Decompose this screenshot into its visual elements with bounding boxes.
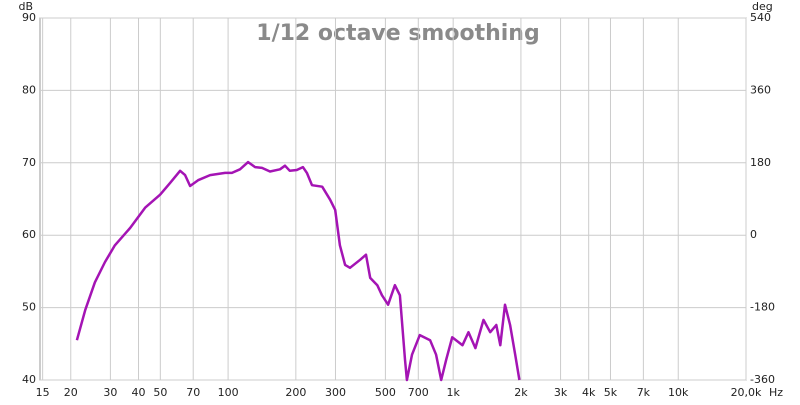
y-tick-label: 90 — [22, 11, 36, 24]
y2-axis-label: deg — [752, 0, 773, 13]
x-tick-label: 700 — [408, 386, 429, 399]
data-line — [75, 160, 521, 382]
x-tick-label: 15 — [36, 386, 50, 399]
y2-tick-label: 360 — [750, 83, 771, 96]
x-tick-label: 50 — [153, 386, 167, 399]
x-tick-label: 200 — [285, 386, 306, 399]
y2-tick-label: 180 — [750, 156, 771, 169]
plot-area — [39, 17, 747, 381]
y-tick-label: 80 — [22, 83, 36, 96]
chart-title: 1/12 octave smoothing — [256, 21, 539, 46]
x-tick-label: 300 — [325, 386, 346, 399]
y-tick-label: 50 — [22, 301, 36, 314]
y2-tick-label: -360 — [750, 373, 775, 386]
y-tick-label: 60 — [22, 228, 36, 241]
x-tick-label: 7k — [637, 386, 651, 399]
y2-tick-label: -180 — [750, 301, 775, 314]
x-tick-label: 20,0k — [731, 386, 762, 399]
x-tick-label: 10k — [668, 386, 689, 399]
x-axis-label: Hz — [769, 386, 783, 399]
x-tick-label: 5k — [604, 386, 618, 399]
x-tick-label: 40 — [132, 386, 146, 399]
y2-tick-label: 0 — [750, 228, 757, 241]
x-tick-label: 2k — [514, 386, 528, 399]
y-tick-label: 70 — [22, 156, 36, 169]
y2-tick-label: 540 — [750, 11, 771, 24]
y-axis-label: dB — [18, 0, 33, 13]
x-tick-label: 4k — [582, 386, 596, 399]
x-tick-label: 70 — [186, 386, 200, 399]
x-tick-label: 3k — [554, 386, 568, 399]
x-tick-label: 100 — [218, 386, 239, 399]
y-tick-label: 40 — [22, 373, 36, 386]
x-tick-label: 20 — [64, 386, 78, 399]
x-tick-label: 1k — [446, 386, 460, 399]
x-tick-label: 500 — [375, 386, 396, 399]
x-tick-label: 30 — [103, 386, 117, 399]
